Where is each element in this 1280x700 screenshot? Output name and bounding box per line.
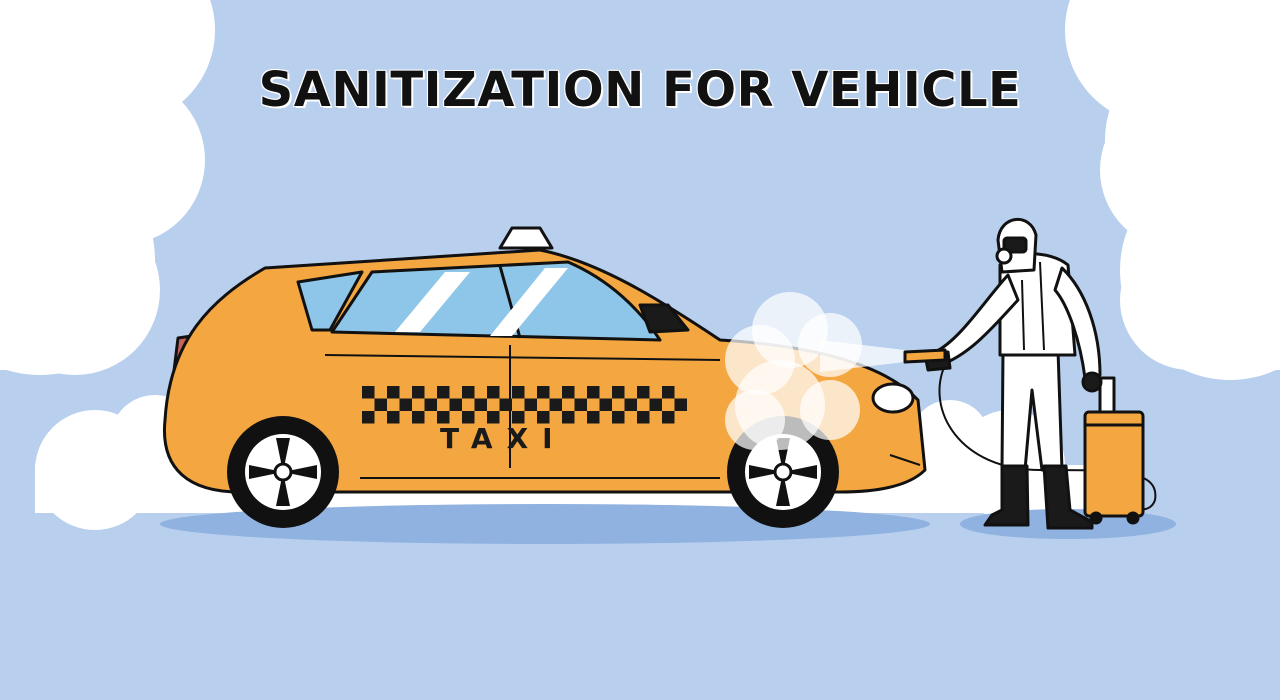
background-clouds xyxy=(0,0,1280,530)
checker-square xyxy=(462,411,475,424)
checker-square xyxy=(362,386,375,399)
checker-square xyxy=(437,411,450,424)
checker-square xyxy=(424,398,437,411)
checker-square xyxy=(662,411,675,424)
taxi-rear-window xyxy=(296,270,364,332)
spray-gun xyxy=(903,348,947,364)
checker-square xyxy=(387,411,400,424)
checker-square xyxy=(624,398,637,411)
car-shadow xyxy=(160,504,930,544)
checker-square xyxy=(612,411,625,424)
checker-square xyxy=(562,386,575,399)
checker-square xyxy=(537,411,550,424)
checker-square xyxy=(487,411,500,424)
checker-square xyxy=(399,398,412,411)
checker-square xyxy=(587,411,600,424)
checker-square xyxy=(362,411,375,424)
worker-left-boot xyxy=(983,464,1030,527)
checker-square xyxy=(487,386,500,399)
checker-square xyxy=(574,398,587,411)
checker-square xyxy=(437,386,450,399)
taxi-checker-stripe xyxy=(362,386,687,424)
checker-square xyxy=(462,386,475,399)
checker-square xyxy=(599,398,612,411)
checker-square xyxy=(587,386,600,399)
checker-square xyxy=(662,386,675,399)
checker-square xyxy=(512,411,525,424)
taxi-door-label: TAXI xyxy=(440,422,567,455)
checker-square xyxy=(474,398,487,411)
checker-square xyxy=(537,386,550,399)
checker-square xyxy=(612,386,625,399)
checker-square xyxy=(637,411,650,424)
worker-respirator xyxy=(995,247,1013,265)
checker-square xyxy=(512,386,525,399)
checker-square xyxy=(412,386,425,399)
worker-face-mask xyxy=(1002,236,1028,254)
taxi-headlight xyxy=(871,382,915,414)
checker-square xyxy=(637,386,650,399)
checker-square xyxy=(562,411,575,424)
sprayer-tank-icon xyxy=(1083,376,1145,525)
checker-square xyxy=(412,411,425,424)
worker-right-boot xyxy=(1042,464,1094,530)
hazmat-worker xyxy=(903,217,1103,530)
disinfectant-spray-cloud xyxy=(725,292,905,450)
checker-square xyxy=(649,398,662,411)
checker-square xyxy=(449,398,462,411)
taxi-side-mirror xyxy=(638,303,690,334)
checker-square xyxy=(499,398,512,411)
taxi-roof-sign xyxy=(498,226,554,250)
checker-square xyxy=(387,386,400,399)
page-title: SANITIZATION FOR VEHICLE xyxy=(258,62,1022,118)
checker-square xyxy=(674,398,687,411)
checker-square xyxy=(524,398,537,411)
checker-square xyxy=(549,398,562,411)
taxi-rear-wheel xyxy=(227,416,339,528)
checker-square xyxy=(374,398,387,411)
